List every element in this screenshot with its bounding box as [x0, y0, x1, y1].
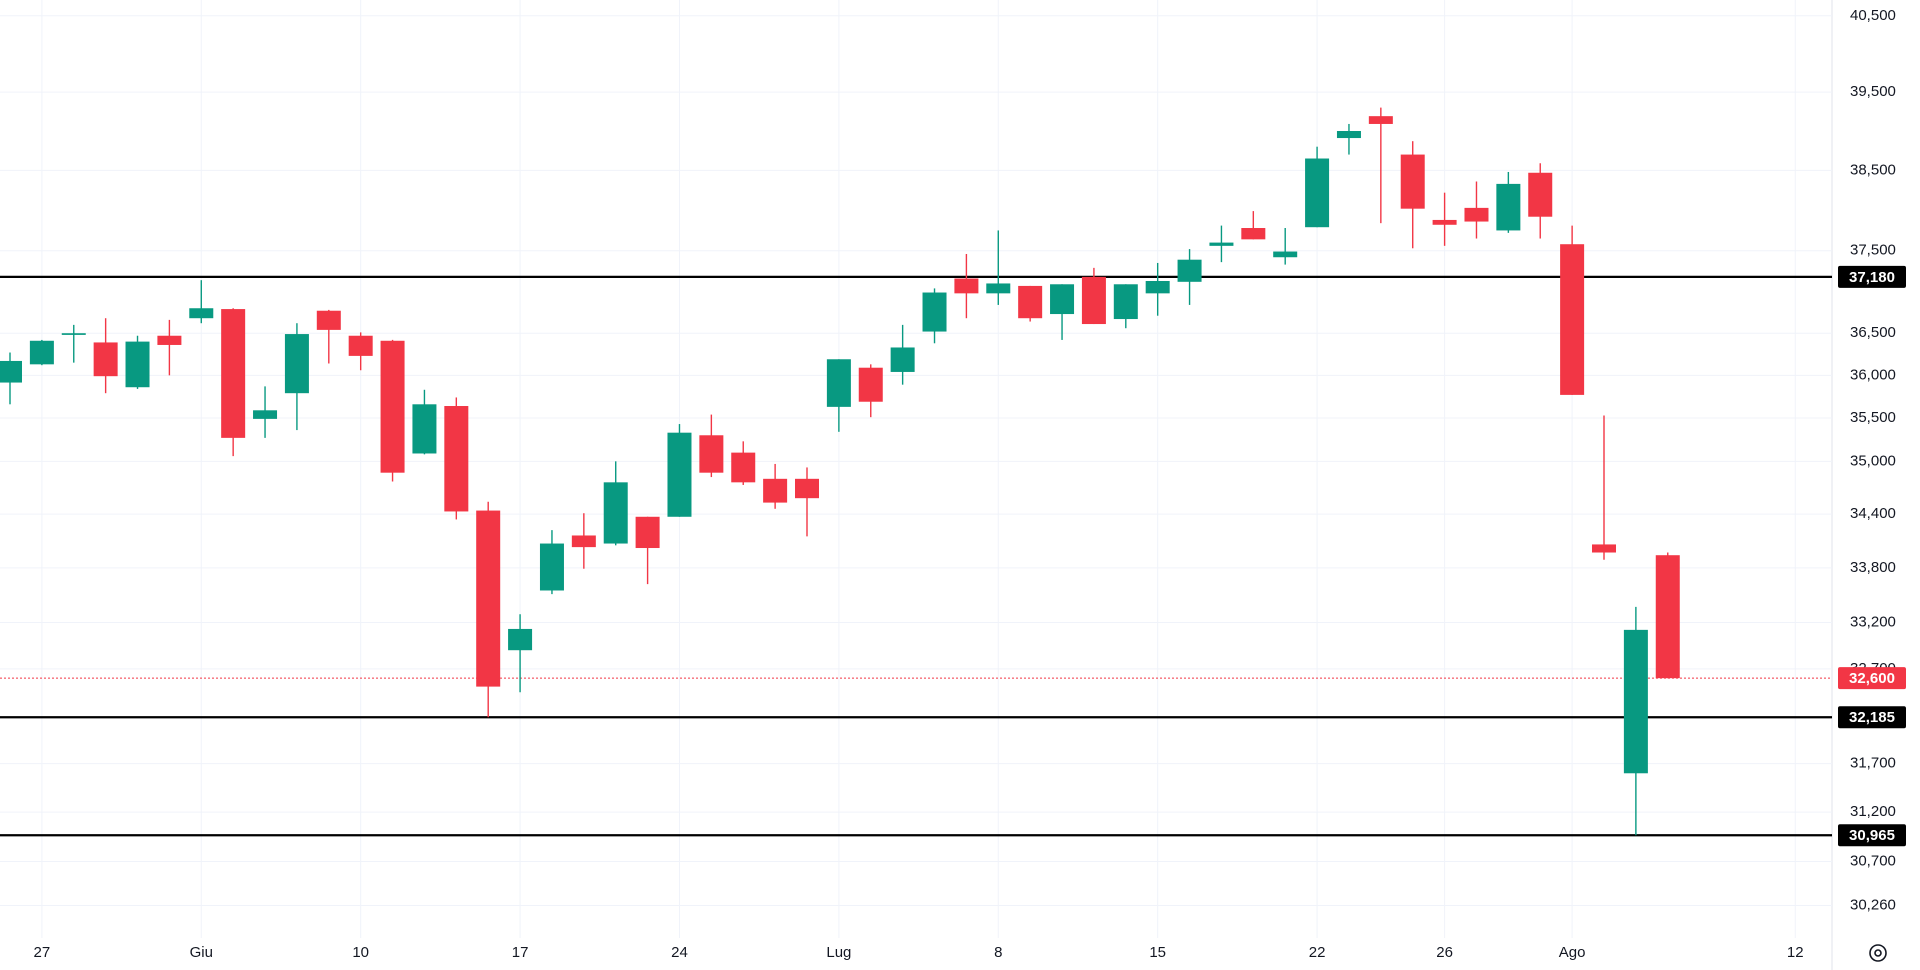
candle-body [1336, 130, 1361, 139]
candle-body [539, 543, 564, 591]
candle-body [1081, 276, 1106, 325]
candle-body [795, 478, 819, 499]
candle-body [986, 283, 1011, 294]
level-label: 32,185 [1849, 709, 1895, 726]
candle-body [1623, 629, 1648, 774]
candle-body [731, 452, 756, 483]
y-tick-label: 40,500 [1850, 7, 1896, 24]
candle-body [1050, 284, 1075, 315]
candle-body [125, 341, 150, 388]
x-tick-label: 22 [1309, 944, 1326, 961]
candle-body [0, 360, 22, 383]
candle-body [635, 516, 660, 549]
x-tick-label: 24 [671, 944, 688, 961]
x-tick-label: 15 [1149, 944, 1166, 961]
candle-body [1432, 219, 1457, 225]
x-tick-label: 26 [1436, 944, 1453, 961]
candle-body [253, 410, 278, 419]
y-tick-label: 30,260 [1850, 897, 1896, 914]
level-label-box [1838, 667, 1906, 690]
y-tick-label: 33,200 [1850, 613, 1896, 630]
x-tick-label: Ago [1559, 944, 1586, 961]
x-tick-label: 10 [352, 944, 369, 961]
candle-body [348, 335, 373, 356]
candle-body [316, 310, 341, 330]
candle-body [858, 367, 883, 402]
x-tick-label: 17 [512, 944, 529, 961]
labels-layer: 40,500 39,500 38,500 37,500 36,500 36,000 35,5… [34, 7, 1906, 961]
candle-body [189, 308, 214, 319]
candle-body [1305, 158, 1330, 228]
x-tick-label: Giu [190, 944, 213, 961]
y-tick-label: 36,500 [1850, 324, 1896, 341]
candle-body [1145, 280, 1170, 294]
y-tick-label: 36,000 [1850, 366, 1896, 383]
candle-body [1209, 242, 1234, 246]
settings-icon-center [1874, 949, 1882, 957]
candle-body [1368, 116, 1393, 124]
x-tick-label: 8 [994, 944, 1002, 961]
x-tick-label: 12 [1787, 944, 1804, 961]
candle-body [412, 404, 437, 454]
candle-body [508, 628, 533, 651]
level-label: 30,965 [1849, 827, 1895, 844]
candle-body [699, 435, 724, 473]
y-tick-label: 30,700 [1850, 852, 1896, 869]
candle-body [61, 333, 86, 335]
candle-body [157, 335, 182, 345]
candle-body [1018, 285, 1043, 319]
settings-icon[interactable] [1869, 944, 1887, 962]
candle-body [1177, 259, 1202, 282]
level-label: 37,180 [1849, 269, 1895, 286]
candle-body [763, 478, 788, 503]
candle-body [1400, 154, 1425, 209]
hl-layer [0, 275, 1832, 837]
level-label: 32,600 [1849, 670, 1895, 687]
candle-body [1273, 251, 1298, 258]
x-tick-label: Lug [826, 944, 851, 961]
y-tick-label: 31,700 [1850, 755, 1896, 772]
candle-body [922, 292, 947, 332]
x-tick-label: 27 [34, 944, 51, 961]
candle-body [667, 432, 692, 517]
candle-body [826, 359, 851, 407]
candle-body [1464, 207, 1489, 222]
y-tick-label: 35,500 [1850, 409, 1896, 426]
level-label-box [1838, 824, 1906, 847]
y-tick-label: 39,500 [1850, 83, 1896, 100]
y-tick-label: 31,200 [1850, 803, 1896, 820]
y-tick-label: 37,500 [1850, 242, 1896, 259]
candle-body [380, 340, 405, 473]
candle-body [29, 340, 54, 365]
y-tick-label: 35,000 [1850, 452, 1896, 469]
y-tick-label: 33,800 [1850, 559, 1896, 576]
candle-body [1592, 544, 1616, 553]
candle-body [1113, 284, 1138, 320]
level-label-box [1838, 706, 1906, 729]
candle-body [1496, 183, 1521, 231]
settings-icon-ring [1869, 944, 1887, 962]
candle-body [284, 334, 309, 394]
candle-body [221, 309, 246, 438]
candle-body [93, 342, 118, 377]
marks-layer [0, 107, 1680, 836]
candle-body [1528, 172, 1553, 217]
candle-body [1560, 244, 1585, 395]
y-tick-label: 34,400 [1850, 505, 1896, 522]
candle-body [476, 510, 501, 687]
candle-body [954, 278, 979, 294]
candle-body [603, 482, 628, 544]
level-label-box [1838, 265, 1906, 288]
y-tick-label: 38,500 [1850, 161, 1896, 178]
grid-layer [0, 0, 1833, 970]
candle-body [1655, 555, 1680, 679]
candle-body [571, 535, 596, 548]
candle-body [890, 347, 915, 372]
candle-body [444, 406, 469, 512]
candle-body [1241, 228, 1266, 240]
